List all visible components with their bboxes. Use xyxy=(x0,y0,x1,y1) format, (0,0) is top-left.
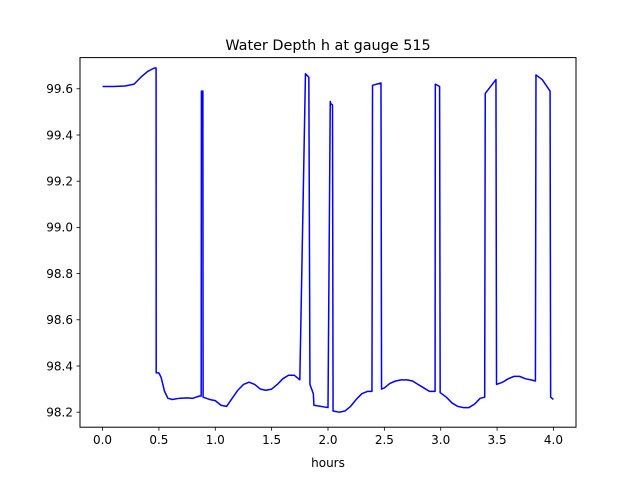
chart-title: Water Depth h at gauge 515 xyxy=(225,38,430,54)
y-tick-label: 98.4 xyxy=(46,359,73,373)
x-tick-label: 3.5 xyxy=(488,433,507,447)
y-tick-label: 99.0 xyxy=(46,221,73,235)
series-line xyxy=(102,67,554,413)
plot-area-frame xyxy=(79,57,577,428)
y-axis-ticks: 98.2 98.4 98.6 98.8 99.0 99.2 99.4 99.6 xyxy=(46,82,80,419)
x-tick-label: 1.0 xyxy=(206,433,225,447)
x-tick-label: 1.5 xyxy=(262,433,281,447)
x-tick-label: 4.0 xyxy=(544,433,563,447)
series-layer xyxy=(102,67,554,413)
x-tick-label: 0.0 xyxy=(93,433,112,447)
y-tick-label: 99.4 xyxy=(46,128,73,142)
x-tick-label: 3.0 xyxy=(431,433,450,447)
x-axis-ticks: 0.0 0.5 1.0 1.5 2.0 2.5 3.0 3.5 4.0 xyxy=(93,427,563,447)
x-tick-label: 0.5 xyxy=(149,433,168,447)
x-axis-label: hours xyxy=(311,456,345,470)
x-tick-label: 2.0 xyxy=(318,433,337,447)
x-tick-label: 2.5 xyxy=(375,433,394,447)
y-tick-label: 98.6 xyxy=(46,313,73,327)
y-tick-label: 99.6 xyxy=(46,82,73,96)
y-tick-label: 98.2 xyxy=(46,405,73,419)
y-tick-label: 98.8 xyxy=(46,267,73,281)
y-tick-label: 99.2 xyxy=(46,174,73,188)
